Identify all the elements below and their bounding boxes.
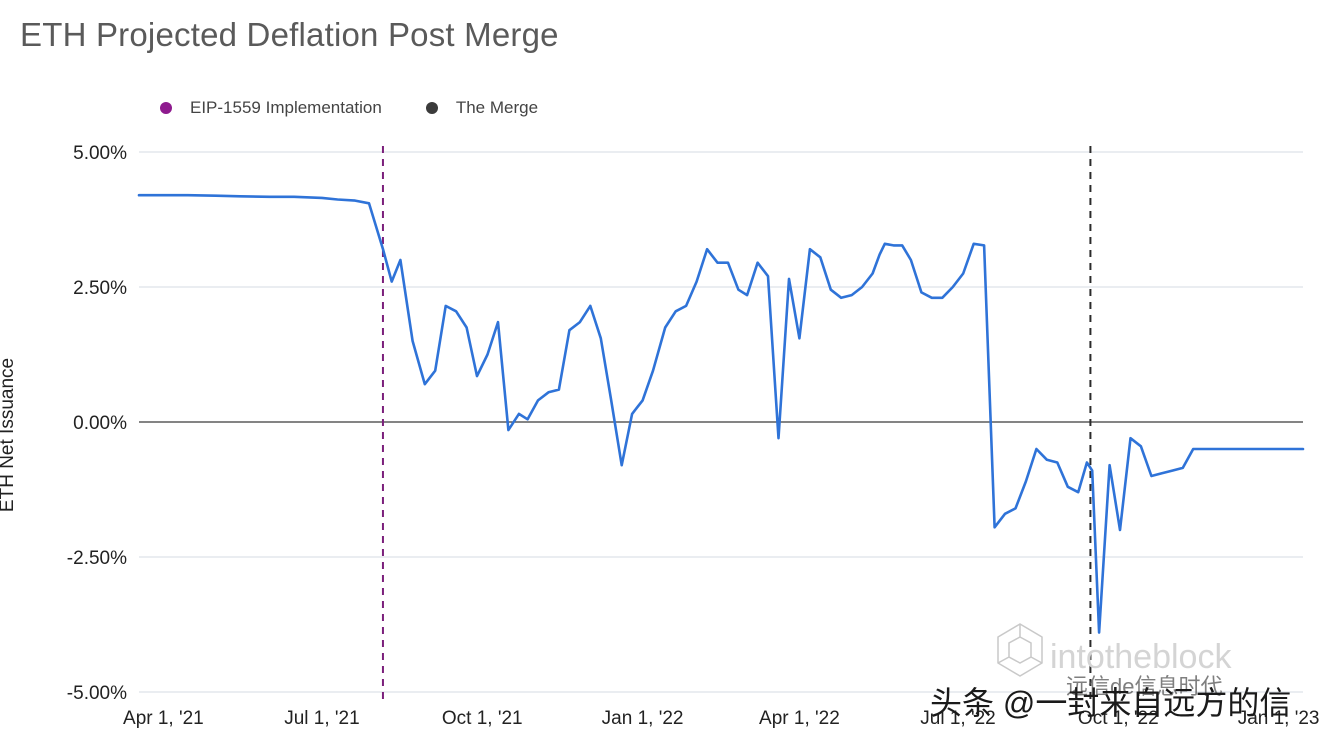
series-layer — [137, 193, 1305, 634]
y-tick-label: 5.00% — [73, 143, 127, 164]
watermark-overlay-top: 远信de信息时代 — [1066, 674, 1222, 699]
legend-dot-merge — [425, 102, 438, 114]
event-markers — [381, 146, 1092, 700]
x-tick-label: Jan 1, '23 — [1238, 708, 1320, 729]
legend-label-eip1559: EIP-1559 Implementation — [190, 98, 382, 117]
y-axis-label: ETH Net Issuance — [0, 358, 18, 512]
grid-lines — [139, 151, 1303, 693]
legend-dot-eip1559 — [160, 102, 172, 114]
x-tick-label: Jan 1, '22 — [602, 708, 684, 729]
legend-label-merge: The Merge — [455, 98, 539, 117]
chart-title: ETH Projected Deflation Post Merge — [20, 16, 559, 53]
watermark-brand: intotheblock — [1050, 638, 1232, 676]
x-tick-label: Jul 1, '21 — [284, 708, 359, 729]
x-tick-label: Oct 1, '21 — [442, 708, 523, 729]
y-tick-label: -5.00% — [67, 683, 127, 704]
watermark: intotheblock 远信de信息时代 头条 @一封来自远方的信 — [930, 623, 1291, 721]
y-tick-label: 2.50% — [73, 278, 127, 299]
x-tick-label: Apr 1, '22 — [759, 708, 840, 729]
x-tick-label: Oct 1, '22 — [1078, 708, 1159, 729]
axes: 5.00% 2.50% 0.00% -2.50% -5.00% Apr 1, '21 Jul… — [0, 143, 1320, 729]
x-tick-label: Jul 1, '22 — [920, 708, 995, 729]
y-tick-label: 0.00% — [73, 413, 127, 434]
watermark-logo-icon — [997, 623, 1043, 677]
legend: EIP-1559 Implementation The Merge — [160, 98, 582, 118]
y-tick-label: -2.50% — [67, 548, 127, 569]
legend-item-eip1559[interactable]: EIP-1559 Implementation — [160, 98, 382, 118]
x-tick-label: Apr 1, '21 — [123, 708, 204, 729]
net-issuance-line — [137, 193, 1305, 634]
legend-item-merge[interactable]: The Merge — [425, 98, 539, 118]
watermark-overlay: 头条 @一封来自远方的信 — [930, 685, 1291, 721]
